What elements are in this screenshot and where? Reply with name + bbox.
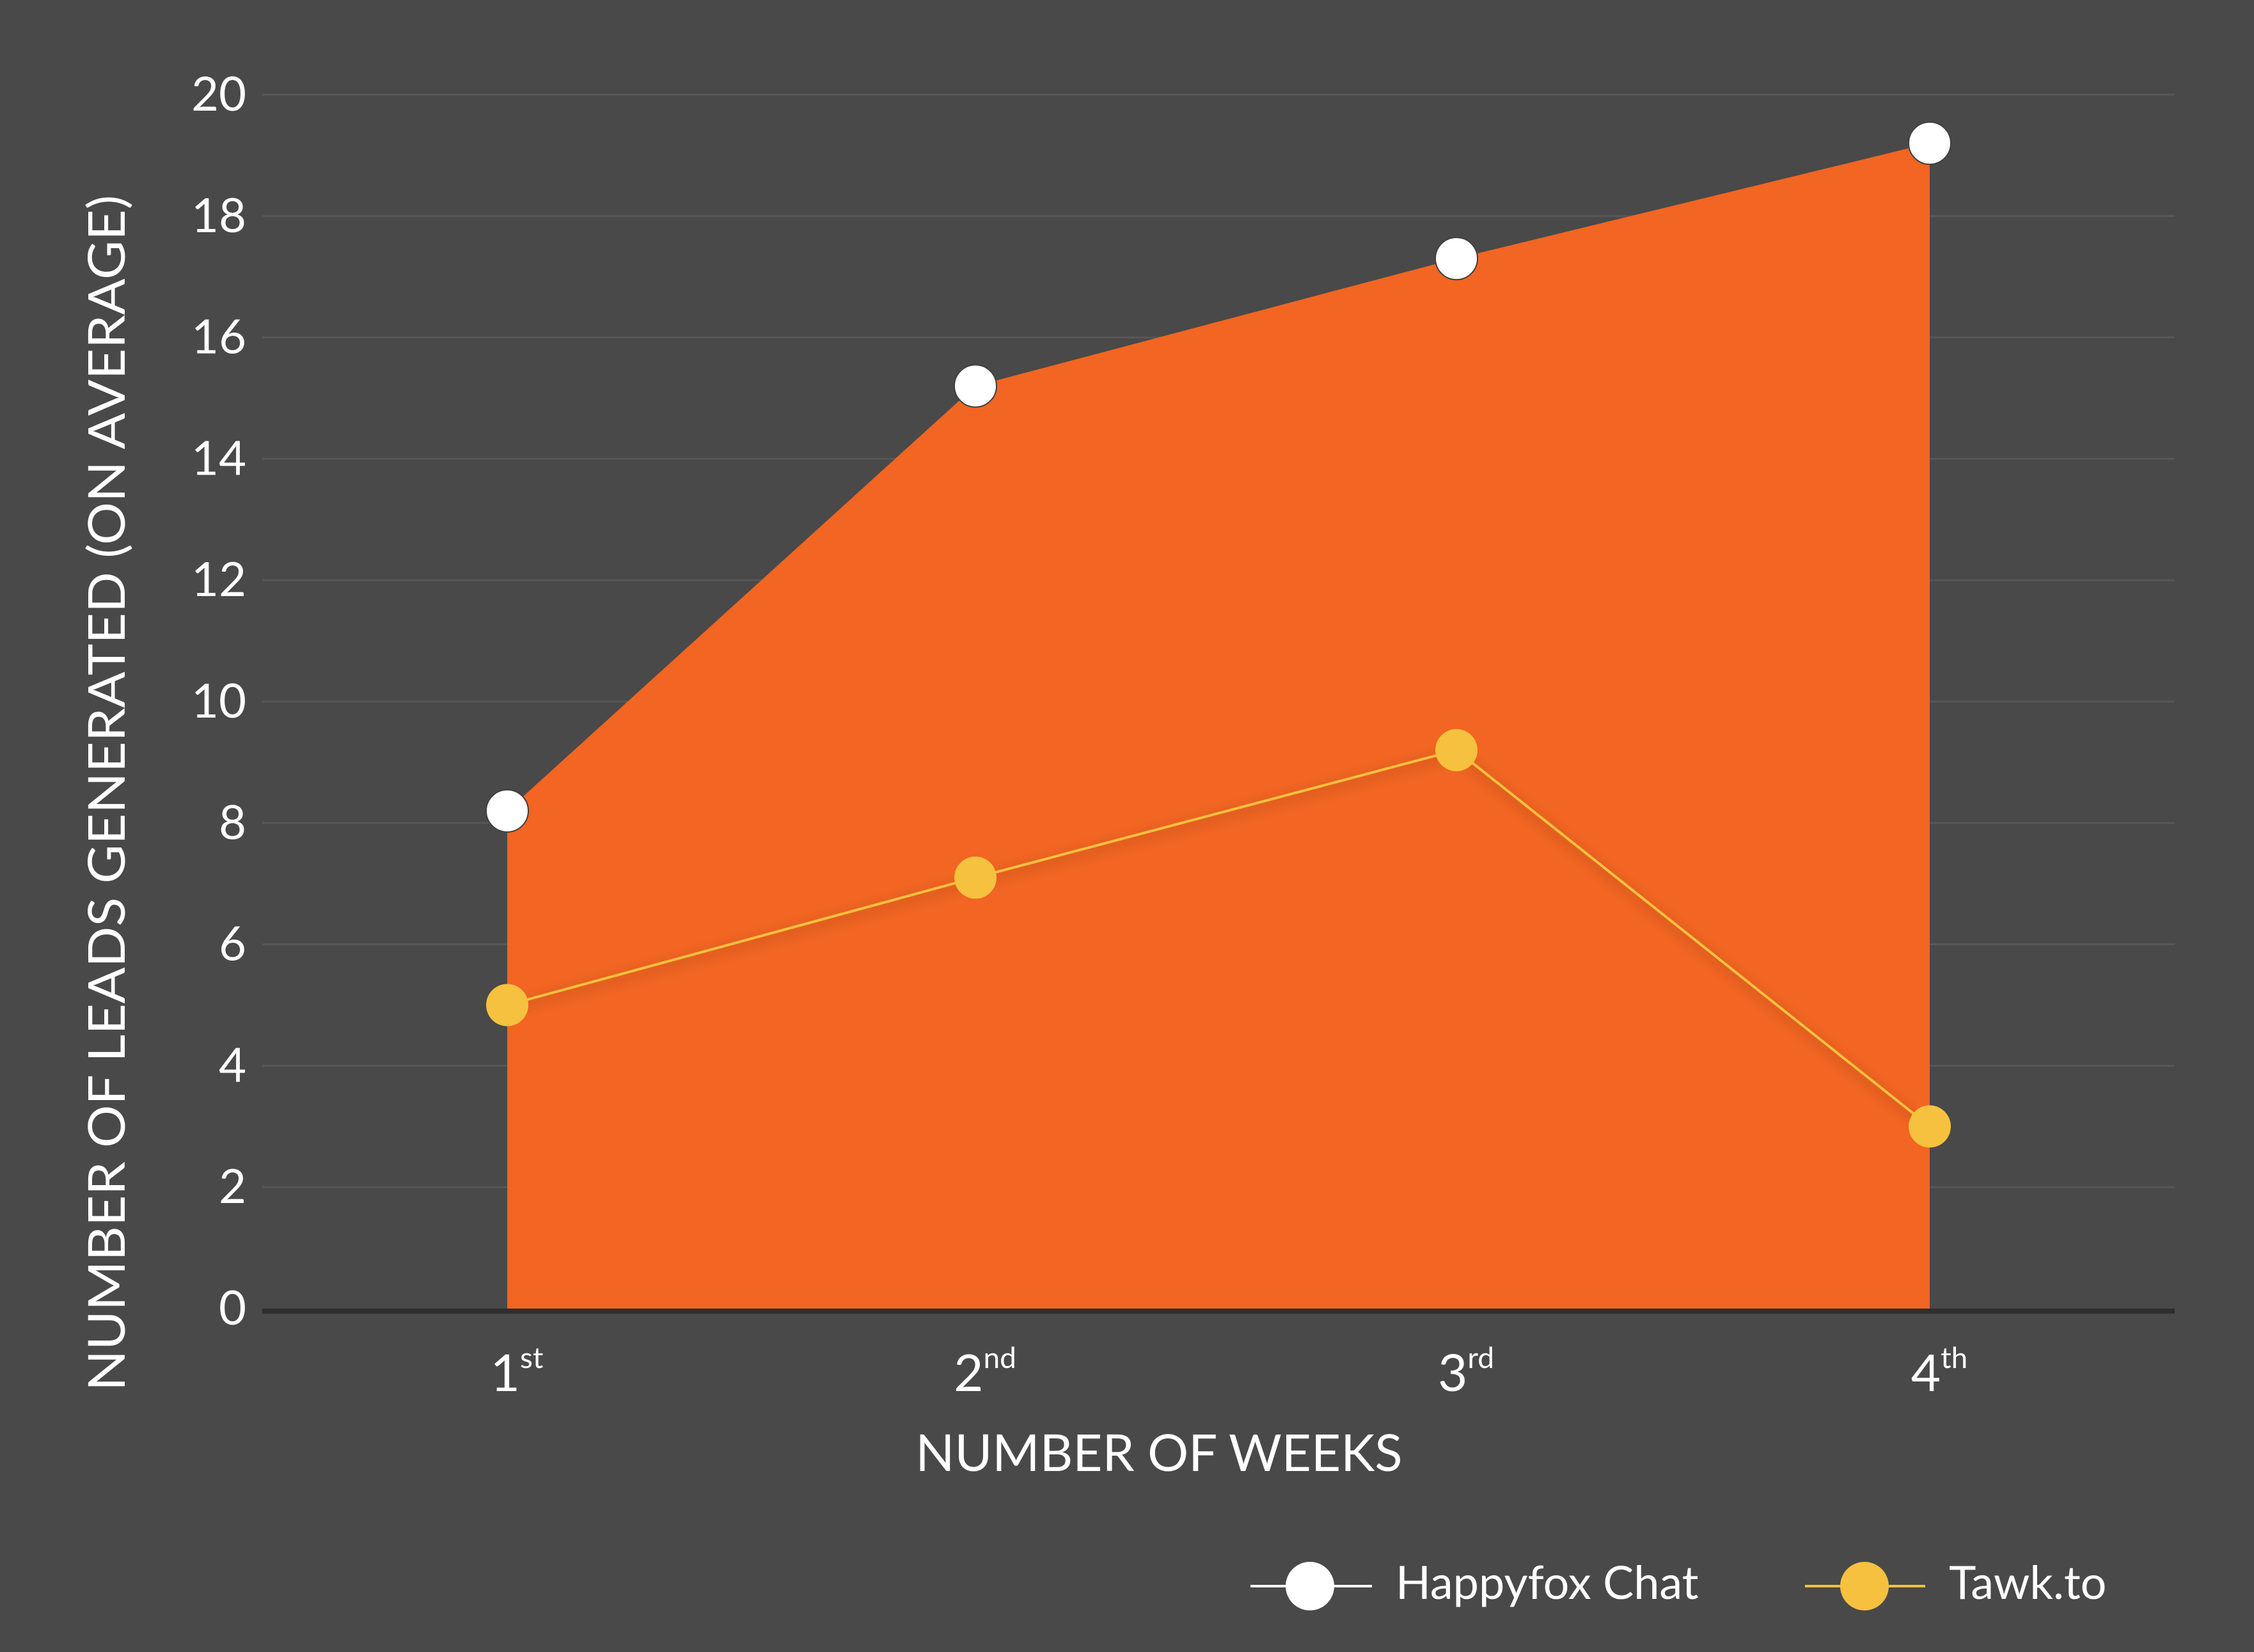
legend-marker-tawk-to: [1840, 1562, 1889, 1610]
x-tick-label-1: 1st: [491, 1339, 544, 1403]
tawk-to-point-1: [486, 984, 528, 1027]
tawk-to-point-3: [1435, 728, 1478, 771]
legend-marker-happyfox-chat: [1286, 1562, 1334, 1610]
tawk-line-layer: [507, 748, 1931, 1128]
legend-item-tawk-to: Tawk.to: [1805, 1554, 2106, 1610]
x-axis-ticks: 1st 2nd 3rd 4th: [491, 1339, 1968, 1403]
y-tick-label-16: 16: [191, 307, 246, 364]
x-tick-label-2: 2nd: [954, 1339, 1016, 1403]
happyfox-chat-point-3: [1435, 237, 1478, 281]
x-tick-label-4: 4th: [1911, 1339, 1968, 1403]
happyfox-chat-point-2: [954, 364, 997, 408]
happyfox-area-layer: [507, 143, 1930, 1309]
y-tick-label-4: 4: [219, 1035, 246, 1092]
tawk-to-point-4: [1909, 1105, 1951, 1148]
happyfox-chat-area: [507, 143, 1930, 1309]
legend-label-tawk-to: Tawk.to: [1949, 1554, 2106, 1609]
y-tick-label-0: 0: [219, 1278, 246, 1335]
legend: Happyfox Chat Tawk.to: [1250, 1554, 2106, 1610]
happyfox-chat-point-4: [1908, 121, 1951, 165]
y-axis-label: NUMBER OF LEADS GENERATED (ON AVERAGE): [75, 195, 136, 1391]
y-tick-label-2: 2: [219, 1156, 246, 1213]
y-tick-label-18: 18: [191, 185, 246, 242]
y-tick-label-10: 10: [191, 671, 246, 728]
x-axis-label: NUMBER OF WEEKS: [915, 1421, 1402, 1483]
legend-label-happyfox-chat: Happyfox Chat: [1396, 1554, 1699, 1609]
marker-layer: [485, 121, 1951, 1148]
y-tick-label-12: 12: [191, 549, 246, 606]
tawk-to-line: [507, 748, 1931, 1128]
happyfox-chat-point-1: [485, 789, 529, 833]
y-tick-label-8: 8: [219, 792, 246, 849]
legend-item-happyfox-chat: Happyfox Chat: [1250, 1554, 1699, 1610]
y-tick-label-20: 20: [191, 64, 246, 121]
y-axis-ticks: 0 2 4 6 8 10 12 14 16 18 20: [191, 64, 246, 1335]
y-tick-label-14: 14: [191, 428, 246, 485]
y-tick-label-6: 6: [219, 914, 246, 971]
tawk-to-point-2: [954, 856, 997, 899]
x-tick-label-3: 3rd: [1438, 1339, 1494, 1403]
